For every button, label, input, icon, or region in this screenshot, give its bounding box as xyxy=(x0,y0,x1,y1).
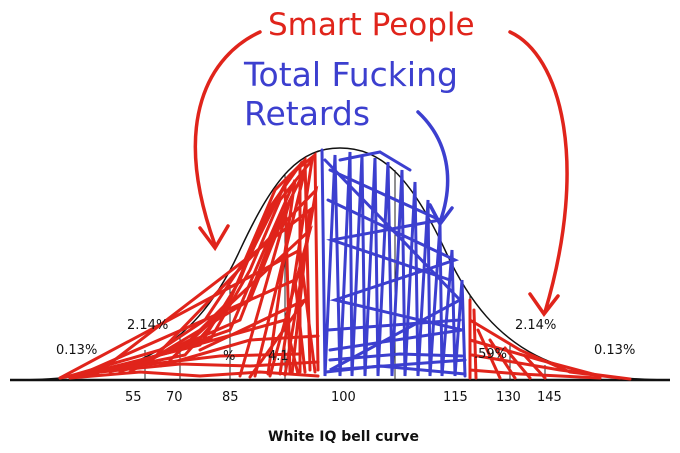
tick-label: 115 xyxy=(443,390,468,405)
caption: White IQ bell curve xyxy=(268,429,419,445)
pct-partial-right: .59% xyxy=(474,347,507,362)
tick-label: 85 xyxy=(222,390,239,405)
tick-label: 70 xyxy=(166,390,183,405)
tick-label: 55 xyxy=(125,390,142,405)
retards-label-line1: Total Fucking xyxy=(243,55,458,94)
red-scribble-right xyxy=(468,298,632,381)
pct-left-tail: 0.13% xyxy=(56,343,97,358)
tick-label: 100 xyxy=(331,390,356,405)
blue-scribble-center xyxy=(320,148,467,378)
tick-labels: 55 70 85 100 115 130 145 xyxy=(125,390,562,405)
pct-left-mid: 2.14% xyxy=(127,318,168,333)
pct-right-mid: 2.14% xyxy=(515,318,556,333)
pct-partial-left: % xyxy=(223,349,235,364)
red-scribble-left xyxy=(58,151,320,380)
pct-right-tail: 0.13% xyxy=(594,343,635,358)
smart-people-label: Smart People xyxy=(268,7,475,43)
smart-arrows xyxy=(193,30,569,317)
tick-label: 145 xyxy=(537,390,562,405)
retards-arrow xyxy=(416,110,454,228)
tick-label: 130 xyxy=(496,390,521,405)
pct-partial-left2: 4.1 xyxy=(268,349,289,364)
retards-label-line2: Retards xyxy=(244,94,370,133)
